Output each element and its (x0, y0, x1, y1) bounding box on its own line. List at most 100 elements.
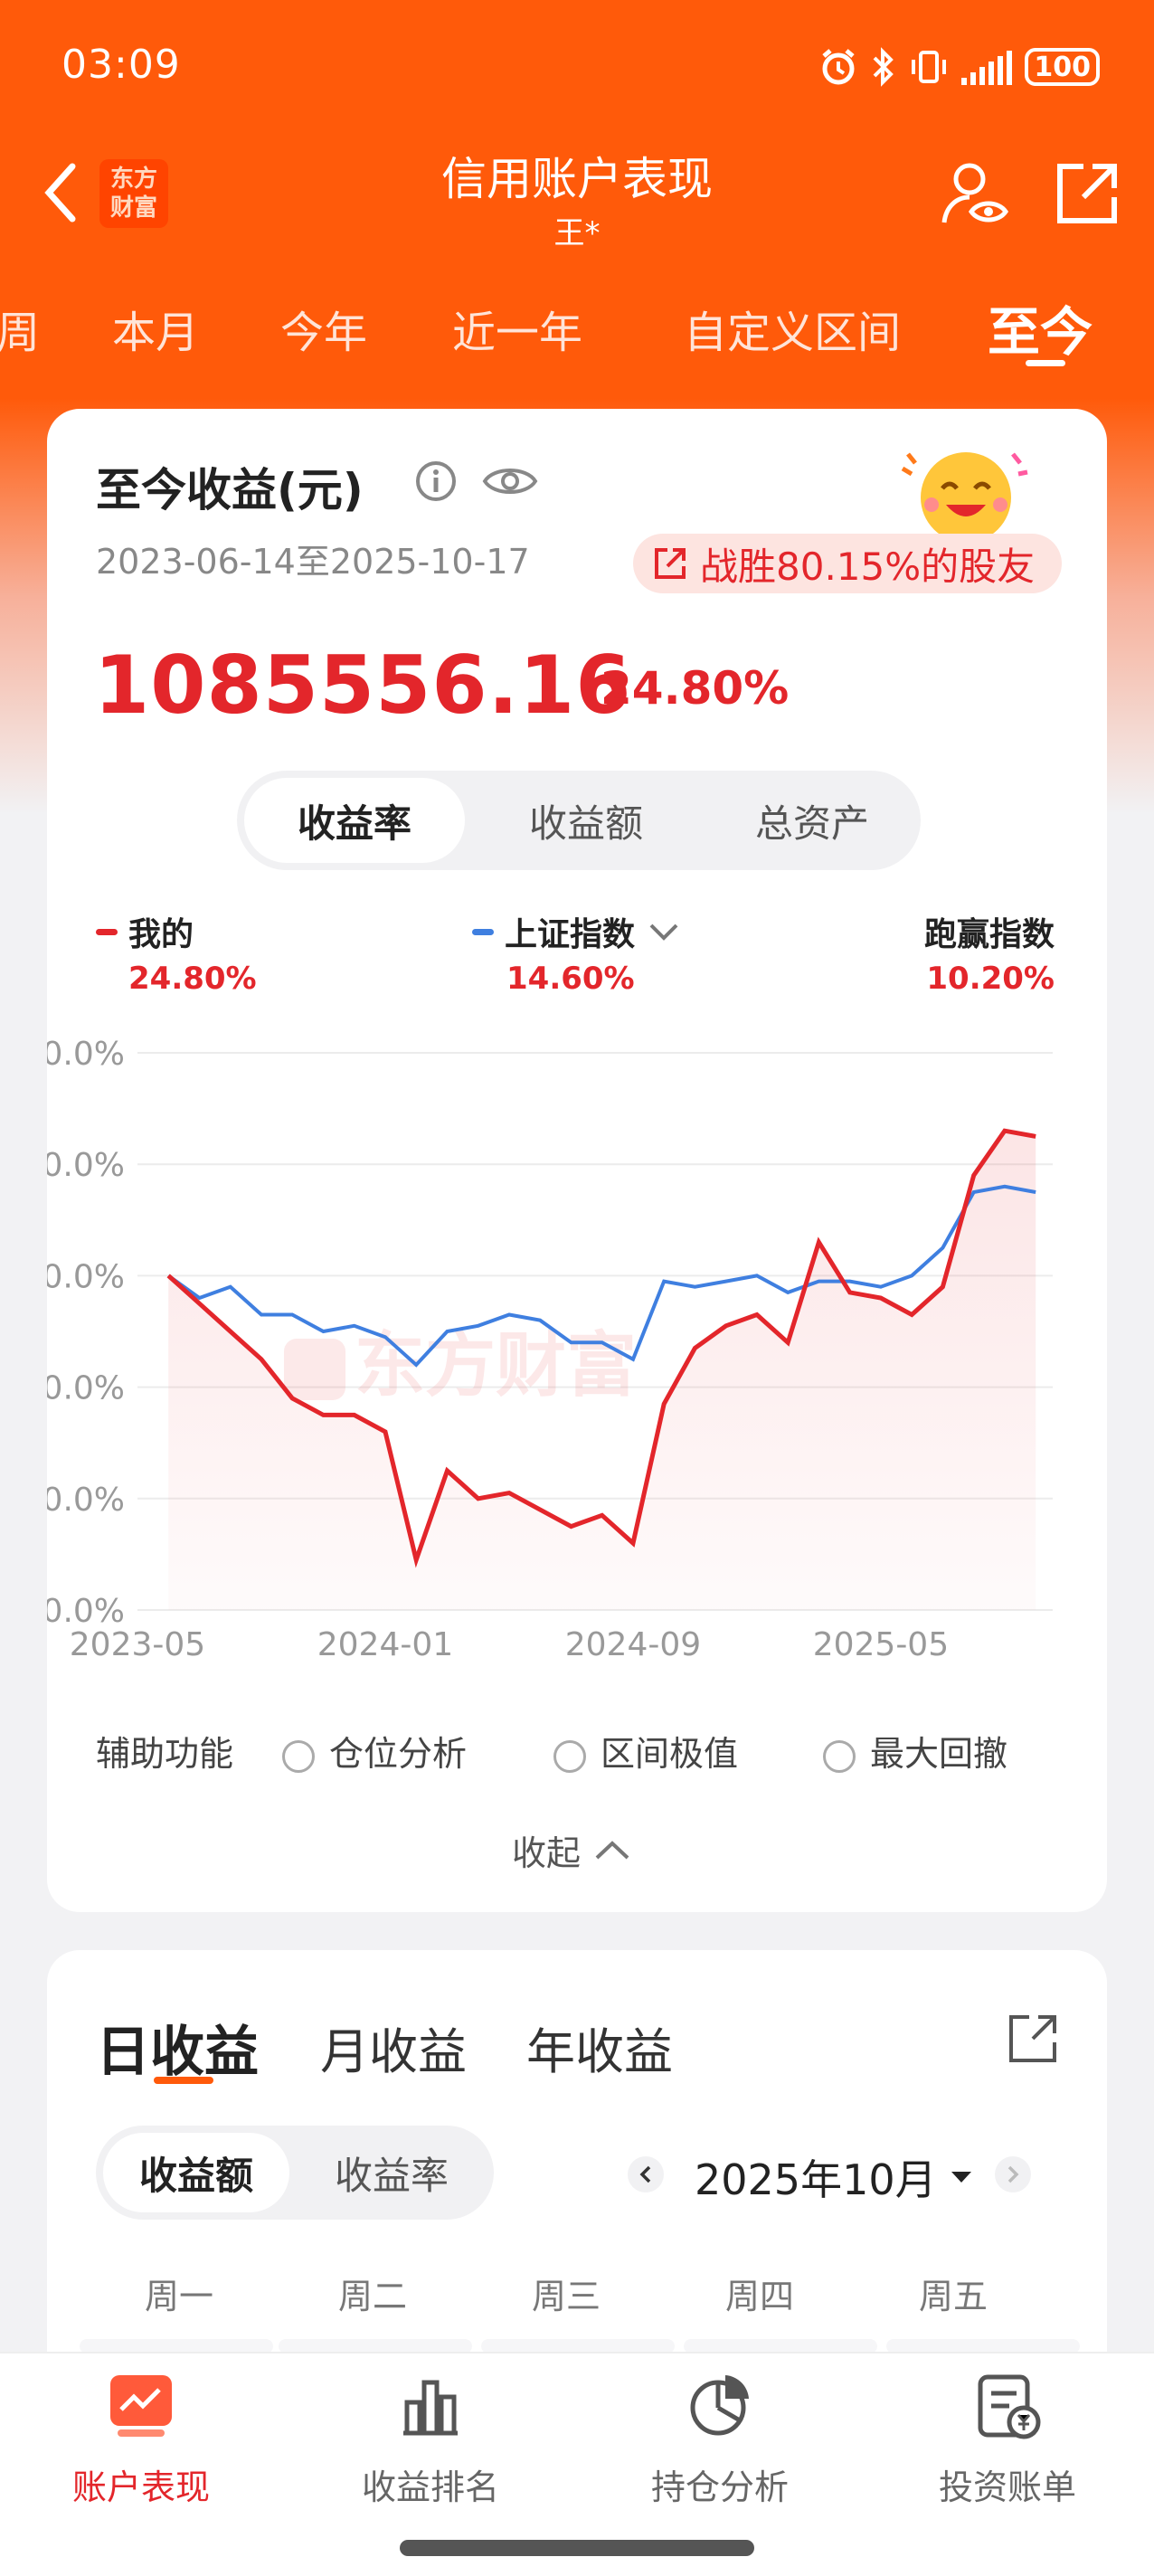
legend-index-value: 14.60% (506, 961, 635, 997)
toggle-daily-rate[interactable]: 收益率 (334, 2153, 449, 2198)
eye-icon[interactable] (481, 459, 539, 503)
legend-mine: 我的 (96, 908, 194, 955)
y-tick-label: -40.0% (47, 1482, 125, 1519)
nav-label: 账户表现 (71, 2467, 210, 2507)
nav-investment-bill[interactable]: 投资账单 (899, 2370, 1116, 2509)
y-tick-label: 0.0% (47, 1258, 125, 1295)
legend-mine-swatch (96, 928, 118, 935)
x-tick-label: 2024-01 (317, 1626, 453, 1663)
status-icons: 100 (818, 47, 1100, 87)
tab-monthly[interactable]: 月收益 (320, 2023, 467, 2080)
legend-index[interactable]: 上证指数 (472, 908, 682, 955)
calendar-cell (886, 2339, 1080, 2353)
caret-down-icon (951, 2172, 971, 2183)
watermark-text: 东方财富 (355, 1325, 637, 1406)
pie-chart-icon (690, 2375, 749, 2436)
toggle-daily-amount[interactable]: 收益额 (103, 2133, 289, 2212)
beat-badge-text: 战胜80.15%的股友 (700, 544, 1036, 589)
metric-toggle: 收益率 收益额 总资产 (237, 771, 921, 870)
month-label: 2025年10月 (695, 2155, 937, 2204)
home-indicator[interactable] (400, 2540, 754, 2556)
info-icon[interactable] (414, 459, 458, 503)
y-tick-label: 40.0% (47, 1036, 125, 1073)
summary-card (47, 409, 1107, 1912)
active-tab-indicator (1026, 360, 1065, 366)
bar-chart-icon (403, 2380, 458, 2436)
battery-indicator: 100 (1025, 48, 1100, 86)
bill-icon (978, 2374, 1041, 2439)
chevron-up-icon (595, 1840, 629, 1859)
tab-this-month[interactable]: 本月 (112, 308, 200, 358)
legend-index-swatch (472, 928, 494, 935)
legend-mine-value: 24.80% (128, 961, 257, 997)
tab-week[interactable]: 周 (0, 308, 41, 358)
nav-holdings-analysis[interactable]: 持仓分析 (611, 2370, 828, 2509)
export-icon[interactable] (1006, 2010, 1062, 2066)
beat-badge[interactable]: 战胜80.15%的股友 (633, 534, 1062, 593)
aux-max-drawdown[interactable]: 最大回撤 (823, 1726, 1007, 1776)
share-small-icon (655, 548, 686, 579)
tab-custom-range[interactable]: 自定义区间 (684, 308, 902, 358)
status-time: 03:09 (61, 42, 181, 88)
collapse-label: 收起 (512, 1833, 582, 1873)
legend-beat-label: 跑赢指数 (923, 916, 1055, 953)
bluetooth-icon (873, 47, 894, 87)
x-tick-label: 2024-09 (565, 1626, 701, 1663)
y-tick-label: 20.0% (47, 1147, 125, 1184)
signal-icon (961, 49, 1013, 85)
tab-yearly[interactable]: 年收益 (526, 2023, 673, 2080)
period-tabs: 周 本月 今年 近一年 自定义区间 至今 (0, 289, 1154, 363)
chevron-right-icon (1007, 2165, 1019, 2183)
toggle-total-assets[interactable]: 总资产 (754, 800, 869, 846)
nav-earnings-ranking[interactable]: 收益排名 (322, 2370, 539, 2509)
chevron-down-icon (649, 923, 678, 941)
app-logo: 东方 财富 (99, 159, 168, 228)
tab-to-date[interactable]: 至今 (988, 301, 1093, 363)
summary-title: 至今收益(元) (96, 464, 364, 516)
series-line-index (167, 1184, 1036, 1368)
y-tick-label: -60.0% (47, 1593, 125, 1630)
chevron-left-icon (639, 2165, 651, 2183)
toggle-return-rate[interactable]: 收益率 (244, 778, 465, 863)
daily-tab-indicator (154, 2077, 213, 2084)
back-icon[interactable] (40, 161, 81, 224)
next-month-button[interactable] (995, 2156, 1031, 2192)
weekday-thu: 周四 (725, 2277, 795, 2316)
nav-label: 收益排名 (361, 2467, 499, 2507)
aux-range-extremes[interactable]: 区间极值 (553, 1726, 738, 1776)
nav-account-performance[interactable]: 账户表现 (33, 2370, 250, 2509)
legend-mine-label: 我的 (128, 916, 194, 953)
aux-position-analysis[interactable]: 仓位分析 (282, 1726, 467, 1776)
daily-value-toggle: 收益额 收益率 (96, 2126, 494, 2220)
weekday-mon: 周一 (145, 2277, 214, 2316)
nav-label: 投资账单 (938, 2467, 1076, 2507)
weekday-wed: 周三 (532, 2277, 601, 2316)
calendar-cell (279, 2339, 472, 2353)
user-view-icon[interactable] (939, 157, 1011, 230)
calendar-cell (684, 2339, 877, 2353)
tab-last-year[interactable]: 近一年 (452, 308, 583, 358)
month-selector[interactable]: 2025年10月 (695, 2147, 973, 2207)
tab-daily[interactable]: 日收益 (96, 2021, 259, 2084)
radio-icon (553, 1739, 586, 1773)
date-range: 2023-06-14至2025-10-17 (96, 542, 530, 582)
collapse-button[interactable]: 收起 (512, 1825, 631, 1875)
tab-this-year[interactable]: 今年 (280, 308, 368, 358)
x-tick-label: 2025-05 (813, 1626, 949, 1663)
y-tick-label: -20.0% (47, 1370, 125, 1407)
share-icon[interactable] (1053, 159, 1121, 228)
x-tick-label: 2023-05 (70, 1626, 205, 1663)
account-holder: 王* (553, 215, 601, 251)
vibrate-icon (912, 51, 947, 83)
battery-level: 100 (1034, 51, 1091, 83)
trend-icon (110, 2375, 172, 2437)
calendar-cell (80, 2339, 273, 2353)
happy-emoji-icon (901, 452, 1028, 541)
prev-month-button[interactable] (628, 2156, 664, 2192)
weekday-fri: 周五 (919, 2277, 988, 2316)
radio-icon (823, 1739, 856, 1773)
return-chart: 东方财富 40.0% 20.0% 0.0% -20.0% -40.0% -60.0% 20… (47, 1036, 1053, 1663)
profit-amount: 1085556.16 (94, 639, 632, 732)
toggle-return-amount[interactable]: 收益额 (528, 800, 643, 846)
legend-beat-value: 10.20% (926, 961, 1055, 997)
